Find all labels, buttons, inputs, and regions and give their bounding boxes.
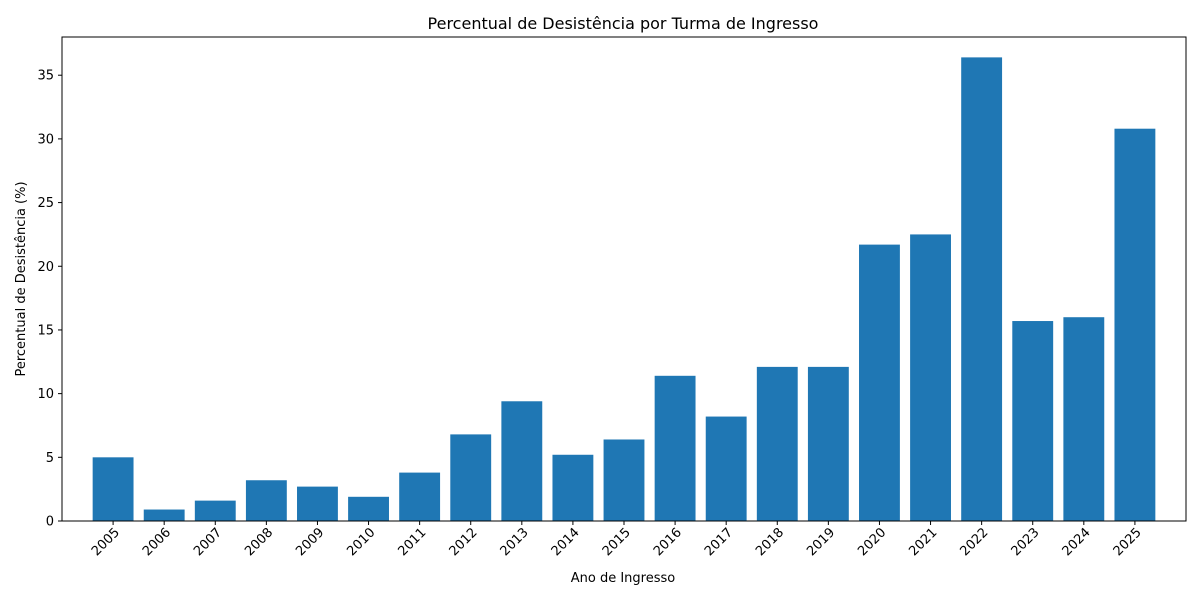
- x-tick-label-2010: 2010: [344, 525, 378, 559]
- y-tick-label: 35: [37, 69, 54, 84]
- y-tick-label: 25: [37, 196, 54, 211]
- bar-2016: [654, 375, 696, 521]
- x-tick-label-2014: 2014: [549, 525, 583, 559]
- bar-2014: [552, 454, 594, 521]
- x-axis-ticks: 2005 2006 2007 2008 2009 2010 2011 2012 2013 2014…: [89, 521, 1145, 559]
- bar-2013: [501, 401, 543, 521]
- bar-2010: [348, 496, 389, 521]
- x-tick-label-2007: 2007: [191, 525, 225, 559]
- bars-group: [92, 57, 1156, 522]
- bar-2015: [603, 439, 645, 521]
- x-tick-label-2009: 2009: [293, 525, 327, 559]
- y-axis-ticks: 0 5 10 15 20 25 30 35: [37, 69, 62, 530]
- plot-frame: [61, 36, 1187, 522]
- x-tick-label-2005: 2005: [89, 525, 123, 559]
- bar-2008: [245, 480, 287, 521]
- y-tick-label: 30: [37, 132, 54, 147]
- bar-2018: [756, 366, 798, 521]
- x-tick-label-2006: 2006: [140, 525, 174, 559]
- x-tick-label-2017: 2017: [702, 525, 736, 559]
- bar-2017: [705, 416, 747, 521]
- x-tick-label-2012: 2012: [447, 525, 481, 559]
- x-tick-label-2011: 2011: [395, 525, 429, 559]
- x-tick-label-2024: 2024: [1060, 525, 1094, 559]
- y-axis-label: Percentual de Desistência (%): [14, 181, 29, 376]
- y-tick-label: 10: [37, 387, 54, 402]
- bar-2020: [859, 244, 900, 521]
- y-tick-label: 15: [37, 323, 54, 338]
- bar-2007: [194, 500, 236, 521]
- x-tick-label-2022: 2022: [957, 525, 991, 559]
- bar-2005: [92, 457, 134, 521]
- x-tick-label-2013: 2013: [498, 525, 532, 559]
- bar-2009: [297, 486, 338, 521]
- bar-2006: [143, 509, 185, 521]
- bar-2023: [1012, 321, 1054, 521]
- bar-2022: [961, 57, 1003, 522]
- bar-2011: [399, 472, 441, 521]
- x-tick-label-2016: 2016: [651, 525, 685, 559]
- y-tick-label: 20: [37, 260, 54, 275]
- x-tick-label-2018: 2018: [753, 525, 787, 559]
- chart-title: Percentual de Desistência por Turma de I…: [428, 14, 819, 33]
- x-tick-label-2020: 2020: [855, 525, 889, 559]
- bar-2012: [450, 434, 492, 521]
- x-tick-label-2019: 2019: [804, 525, 838, 559]
- bar-2021: [910, 234, 951, 521]
- x-tick-label-2025: 2025: [1111, 525, 1145, 559]
- x-tick-label-2008: 2008: [242, 525, 276, 559]
- y-tick-label: 5: [46, 451, 54, 466]
- bar-2019: [807, 366, 849, 521]
- bar-2024: [1063, 317, 1105, 521]
- x-tick-label-2015: 2015: [600, 525, 634, 559]
- y-tick-label: 0: [46, 515, 54, 530]
- bar-2025: [1114, 128, 1156, 521]
- x-tick-label-2023: 2023: [1009, 525, 1043, 559]
- x-axis-label: Ano de Ingresso: [571, 571, 676, 586]
- x-tick-label-2021: 2021: [906, 525, 940, 559]
